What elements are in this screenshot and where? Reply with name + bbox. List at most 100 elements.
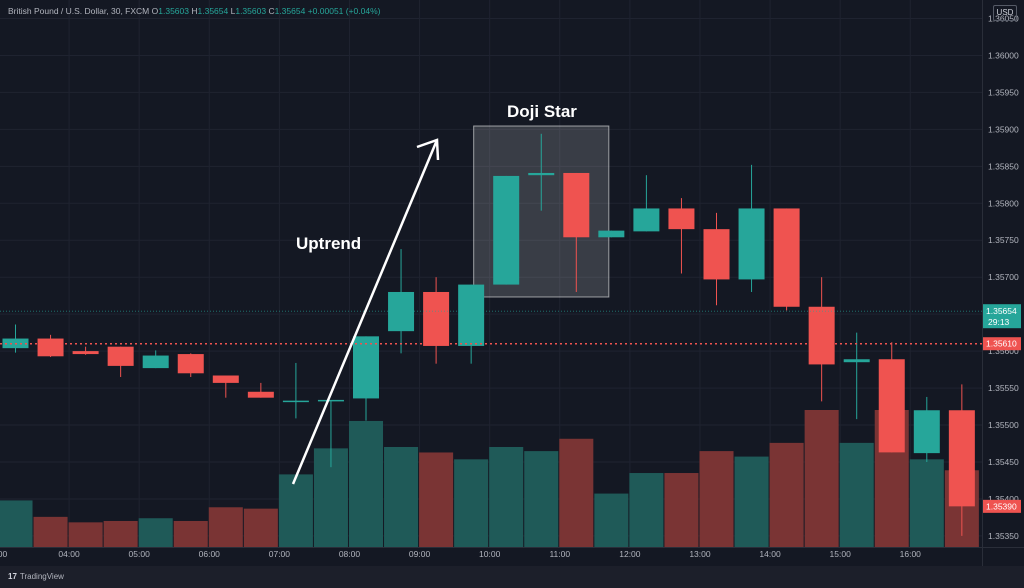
candle-body — [142, 355, 169, 369]
level-line-label: 1.35610 — [986, 339, 1017, 349]
candle-body — [843, 359, 870, 363]
x-tick-label: 13:00 — [689, 549, 711, 559]
volume-bar — [489, 446, 524, 547]
volume-bar — [348, 420, 384, 547]
candlestick-chart[interactable]: 1.35350 1.35400 1.35450 1.35500 1.35550 1.356… — [0, 0, 1024, 566]
low-value: 1.35603 — [235, 6, 267, 16]
y-tick-label: 1.36050 — [988, 13, 1019, 23]
volume-bar — [559, 438, 594, 547]
candle-body — [948, 410, 975, 507]
candle-body — [633, 208, 660, 232]
volume-bar — [524, 451, 559, 547]
candle-body — [317, 399, 344, 402]
tradingview-logo-icon: 17 — [8, 572, 17, 581]
volume-bar — [839, 442, 874, 547]
low-label: L — [230, 6, 236, 16]
uptrend-label: Uptrend — [296, 234, 361, 253]
volume-bar — [384, 446, 419, 547]
y-tick-label: 1.35800 — [988, 198, 1019, 208]
y-tick-label: 1.35350 — [988, 531, 1019, 541]
x-tick-label: 09:00 — [409, 549, 431, 559]
y-tick-label: 1.35500 — [988, 420, 1019, 430]
symbol-title[interactable]: British Pound / U.S. Dollar, 30, FXCM — [8, 6, 150, 16]
candle-body — [423, 291, 450, 346]
x-tick-label: 14:00 — [759, 549, 781, 559]
candle-body — [177, 354, 204, 374]
x-tick-label: 07:00 — [269, 549, 291, 559]
candle-body — [668, 208, 695, 230]
close-value: 1.35654 — [274, 6, 306, 16]
candle-body — [703, 229, 730, 280]
x-tick-label: 15:00 — [830, 549, 852, 559]
volume-bar — [278, 474, 313, 547]
x-tick-label: 3:00 — [0, 549, 8, 559]
volume-bar — [33, 516, 68, 547]
y-tick-label: 1.35450 — [988, 457, 1019, 467]
volume-bar — [629, 473, 664, 547]
current-price-label: 1.35654 — [986, 306, 1017, 316]
volume-bar — [138, 518, 173, 547]
uptrend-arrow-head — [416, 138, 440, 161]
volume-bar — [454, 459, 489, 547]
volume-bar — [769, 442, 804, 547]
candle-body — [72, 351, 99, 355]
currency-button[interactable]: USD — [993, 5, 1017, 21]
volume-bar — [243, 508, 278, 547]
volume-bar — [699, 451, 734, 547]
candle-body — [493, 175, 520, 285]
current-price-label-bg — [983, 304, 1021, 329]
x-tick-label: 11:00 — [549, 549, 570, 559]
x-tick-label: 06:00 — [199, 549, 221, 559]
x-tick-label: 05:00 — [129, 549, 151, 559]
x-tick-label: 08:00 — [339, 549, 361, 559]
candle-body — [388, 291, 415, 332]
symbol-legend: British Pound / U.S. Dollar, 30, FXCM O1… — [8, 6, 380, 16]
candle-body — [563, 172, 590, 238]
level-line-label-bg — [983, 337, 1021, 351]
volume-bar — [804, 410, 839, 547]
y-tick-label: 1.35400 — [988, 494, 1019, 504]
volume-bar — [594, 493, 629, 547]
y-tick-label: 1.35900 — [988, 124, 1019, 134]
candle-body — [37, 338, 64, 357]
doji-star-label: Doji Star — [507, 102, 577, 121]
candle-body — [773, 208, 800, 307]
candle-body — [212, 375, 239, 383]
x-tick-label: 04:00 — [58, 549, 80, 559]
volume-bar — [664, 473, 699, 547]
candle-body — [913, 410, 940, 454]
last-close-label-bg — [983, 499, 1021, 513]
candle-body — [808, 306, 835, 365]
tradingview-brand-name: TradingView — [19, 572, 64, 581]
change-value: +0.00051 (+0.04%) — [307, 6, 381, 16]
tradingview-logo[interactable]: 17 TradingView — [8, 572, 64, 581]
y-tick-label: 1.35600 — [988, 346, 1019, 356]
y-tick-label: 1.35950 — [988, 87, 1019, 97]
candle-body — [353, 336, 379, 399]
x-tick-label: 12:00 — [619, 549, 641, 559]
high-label: H — [191, 6, 198, 16]
volume-bar — [909, 459, 944, 547]
close-label: C — [268, 6, 275, 16]
volume-bar — [419, 452, 454, 547]
high-value: 1.35654 — [197, 6, 229, 16]
x-tick-label: 16:00 — [900, 549, 922, 559]
countdown-label: 29:13 — [988, 317, 1010, 327]
open-value: 1.35603 — [158, 6, 189, 16]
y-tick-label: 1.35750 — [988, 235, 1019, 245]
open-label: O — [151, 6, 159, 16]
uptrend-arrow-line — [291, 139, 439, 485]
volume-bar — [173, 520, 208, 547]
y-tick-label: 1.35850 — [988, 161, 1019, 171]
volume-bar — [208, 507, 243, 547]
x-tick-label: 10:00 — [479, 549, 501, 559]
volume-bar — [0, 500, 33, 547]
candle-body — [107, 346, 134, 366]
volume-bar — [68, 522, 103, 547]
volume-bar — [734, 456, 769, 547]
last-close-label: 1.35390 — [986, 501, 1017, 511]
candle-body — [528, 172, 555, 176]
footer-bar — [0, 566, 1024, 588]
volume-bar — [103, 520, 138, 547]
